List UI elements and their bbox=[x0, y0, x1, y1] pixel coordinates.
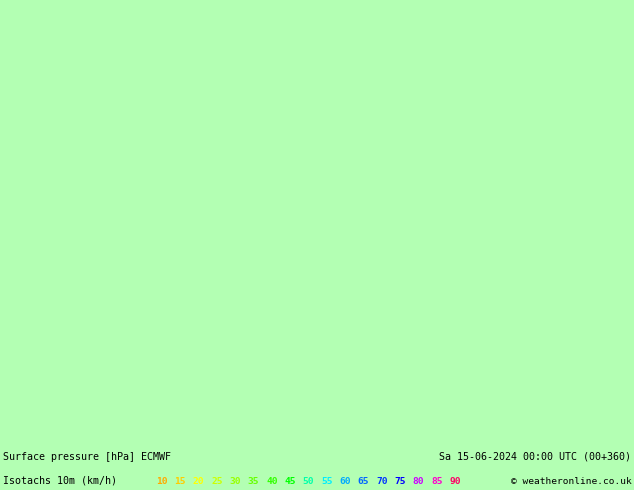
Text: 25: 25 bbox=[211, 477, 223, 486]
Text: 65: 65 bbox=[358, 477, 369, 486]
Text: 30: 30 bbox=[230, 477, 241, 486]
Text: 85: 85 bbox=[431, 477, 443, 486]
Text: 70: 70 bbox=[376, 477, 387, 486]
Text: 35: 35 bbox=[248, 477, 259, 486]
Text: 90: 90 bbox=[450, 477, 461, 486]
Text: 50: 50 bbox=[303, 477, 314, 486]
Text: Surface pressure [hPa] ECMWF: Surface pressure [hPa] ECMWF bbox=[3, 452, 171, 462]
Text: 20: 20 bbox=[193, 477, 204, 486]
Text: 40: 40 bbox=[266, 477, 278, 486]
Text: 75: 75 bbox=[394, 477, 406, 486]
Text: Sa 15-06-2024 00:00 UTC (00+360): Sa 15-06-2024 00:00 UTC (00+360) bbox=[439, 452, 631, 462]
Text: 55: 55 bbox=[321, 477, 333, 486]
Text: © weatheronline.co.uk: © weatheronline.co.uk bbox=[511, 477, 631, 486]
Text: 80: 80 bbox=[413, 477, 424, 486]
Text: 10: 10 bbox=[156, 477, 167, 486]
Text: 15: 15 bbox=[174, 477, 186, 486]
Text: 60: 60 bbox=[339, 477, 351, 486]
Text: 45: 45 bbox=[285, 477, 296, 486]
Text: Isotachs 10m (km/h): Isotachs 10m (km/h) bbox=[3, 476, 122, 486]
